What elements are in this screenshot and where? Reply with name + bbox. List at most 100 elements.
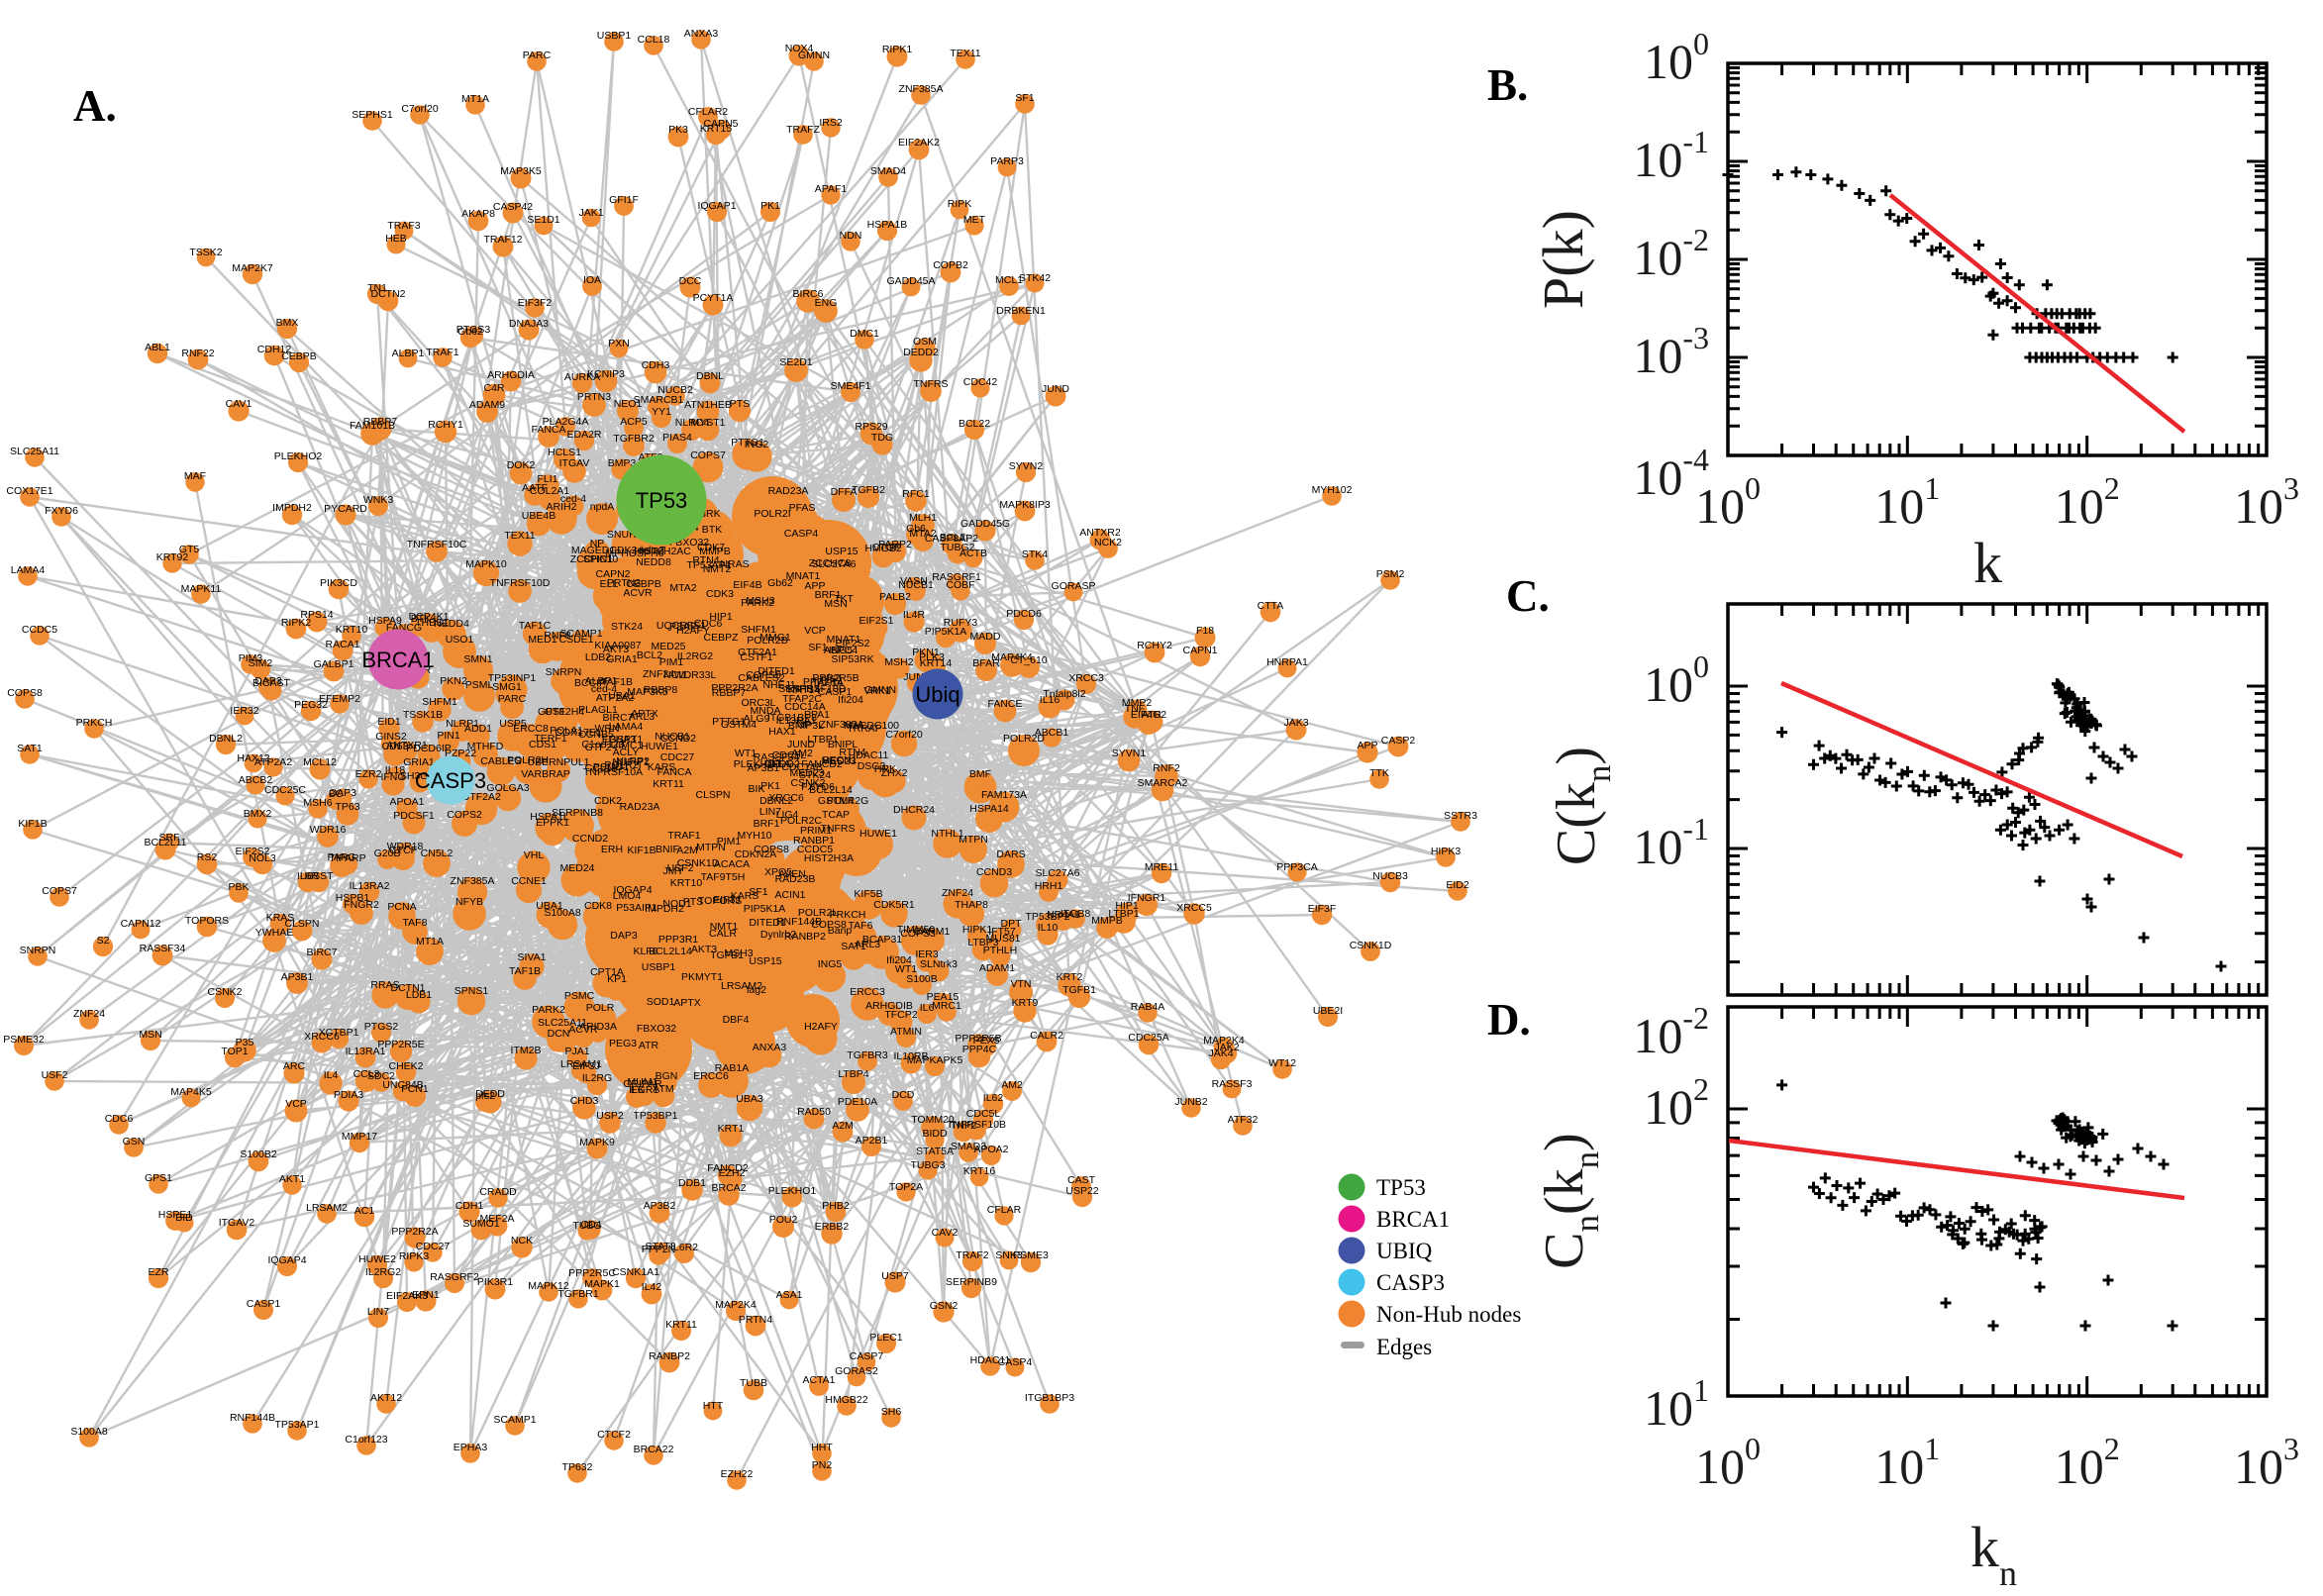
svg-text:PFAS: PFAS	[789, 502, 816, 514]
svg-text:APTX: APTX	[673, 997, 700, 1009]
svg-text:Ifi204: Ifi204	[838, 694, 863, 706]
svg-text:EZR: EZR	[149, 1266, 169, 1278]
svg-text:PIM3: PIM3	[239, 652, 263, 664]
svg-text:CALR2: CALR2	[1030, 1030, 1063, 1042]
svg-text:CDC25A: CDC25A	[1128, 1032, 1168, 1044]
svg-text:AC1: AC1	[354, 1205, 375, 1217]
svg-text:P(k): P(k)	[1531, 210, 1595, 309]
svg-text:Edges: Edges	[1376, 1335, 1432, 1359]
svg-text:ARHGDIA: ARHGDIA	[487, 369, 535, 381]
svg-text:KIF5B: KIF5B	[854, 888, 882, 900]
svg-text:EID2: EID2	[1446, 879, 1469, 891]
svg-text:KRT10: KRT10	[336, 624, 368, 636]
svg-text:PTTG1: PTTG1	[712, 716, 746, 728]
svg-text:TNFRSF10A: TNFRSF10A	[583, 766, 643, 778]
svg-text:SMAD4: SMAD4	[870, 165, 906, 177]
svg-text:PCNA: PCNA	[387, 901, 416, 913]
svg-text:BNIPL: BNIPL	[828, 739, 858, 750]
svg-text:NCI1: NCI1	[663, 669, 687, 681]
svg-text:BID: BID	[175, 1212, 193, 1224]
svg-text:SMAD3: SMAD3	[951, 1141, 986, 1152]
svg-text:ARIH2: ARIH2	[547, 501, 577, 513]
svg-text:IOA: IOA	[583, 274, 601, 286]
svg-text:IL6: IL6	[920, 1002, 935, 1014]
svg-text:MMPB: MMPB	[1091, 915, 1123, 927]
svg-text:NLRP2: NLRP2	[616, 755, 650, 767]
svg-text:CASP3: CASP3	[1376, 1270, 1445, 1295]
svg-text:ZCCHC8: ZCCHC8	[809, 557, 852, 569]
svg-text:P35: P35	[236, 1037, 254, 1048]
svg-text:RCHY2: RCHY2	[1137, 640, 1172, 651]
svg-text:PIAS4: PIAS4	[662, 432, 692, 444]
svg-text:BCL2L14: BCL2L14	[649, 946, 692, 957]
svg-text:PCYT1A: PCYT1A	[693, 292, 734, 304]
svg-text:POLR2H: POLR2H	[507, 754, 549, 766]
svg-text:PSMD1: PSMD1	[593, 761, 629, 773]
svg-text:BTK: BTK	[702, 524, 722, 536]
svg-text:POLR: POLR	[586, 1002, 615, 1014]
svg-text:DEDD2: DEDD2	[764, 758, 800, 770]
svg-text:FBXO32: FBXO32	[637, 1023, 676, 1035]
svg-text:MNAT1: MNAT1	[827, 634, 861, 646]
svg-text:TFAP2C: TFAP2C	[782, 693, 822, 705]
svg-text:RTN4: RTN4	[839, 747, 865, 758]
svg-text:Gb6: Gb6	[906, 523, 926, 535]
svg-text:CCL18: CCL18	[585, 762, 618, 774]
svg-text:CDC6: CDC6	[105, 1113, 134, 1125]
svg-text:ERH: ERH	[601, 844, 623, 855]
svg-text:DOK2: DOK2	[507, 459, 536, 471]
svg-text:CASP1: CASP1	[818, 686, 853, 698]
svg-text:PEA15: PEA15	[927, 991, 960, 1003]
svg-text:SF1: SF1	[808, 642, 827, 653]
svg-text:AATF: AATF	[522, 482, 548, 494]
svg-text:ABCB1: ABCB1	[1035, 727, 1069, 739]
svg-text:KRT15: KRT15	[700, 123, 733, 135]
svg-text:HDAC11: HDAC11	[970, 1354, 1011, 1366]
svg-text:LRSAM2: LRSAM2	[721, 980, 762, 992]
svg-text:LDB1: LDB1	[406, 989, 432, 1001]
svg-text:KIAA0087: KIAA0087	[594, 640, 641, 651]
svg-text:USP5: USP5	[499, 718, 527, 730]
svg-text:PK1: PK1	[760, 200, 780, 212]
svg-text:CABLES2: CABLES2	[738, 672, 784, 684]
svg-text:WNK3: WNK3	[363, 494, 393, 506]
svg-text:ced-4: ced-4	[560, 493, 586, 505]
svg-text:RANBP1: RANBP1	[793, 835, 835, 847]
svg-text:VCP: VCP	[285, 1098, 307, 1110]
svg-text:KRT11: KRT11	[653, 778, 684, 790]
svg-text:BECN1: BECN1	[822, 754, 857, 766]
svg-text:IQGAP1: IQGAP1	[697, 200, 736, 212]
svg-text:ABCB2: ABCB2	[239, 774, 273, 786]
svg-text:ced-4: ced-4	[591, 683, 617, 695]
svg-text:PPP2R5E: PPP2R5E	[377, 1039, 424, 1050]
svg-text:ASA1: ASA1	[776, 1289, 803, 1301]
svg-text:TAF1B: TAF1B	[509, 965, 541, 977]
svg-text:ITGB1BP3: ITGB1BP3	[767, 712, 817, 724]
svg-text:COX17E1: COX17E1	[6, 485, 52, 497]
svg-text:B.: B.	[1487, 60, 1528, 110]
svg-text:USP22: USP22	[1065, 1185, 1098, 1197]
svg-text:CSNK2: CSNK2	[790, 777, 825, 789]
svg-text:EIF2S2: EIF2S2	[235, 846, 269, 857]
svg-text:SF1: SF1	[749, 886, 767, 898]
svg-text:OSM: OSM	[913, 336, 937, 348]
svg-text:PIK3CD: PIK3CD	[320, 577, 357, 589]
svg-text:TSSK2: TSSK2	[189, 247, 222, 258]
svg-text:EIF2S2: EIF2S2	[835, 638, 869, 649]
svg-text:UBE2I: UBE2I	[1313, 1005, 1343, 1017]
svg-text:EZH2: EZH2	[719, 1167, 746, 1179]
svg-text:GINS2: GINS2	[375, 731, 407, 743]
svg-text:TP53AP1: TP53AP1	[275, 1419, 320, 1431]
svg-text:NCK2: NCK2	[1094, 537, 1122, 549]
svg-text:AURKA: AURKA	[564, 371, 600, 383]
svg-text:ALG9: ALG9	[744, 713, 770, 725]
svg-text:HUWE1: HUWE1	[641, 741, 678, 752]
svg-text:PKN2: PKN2	[440, 675, 467, 687]
svg-text:KRT1: KRT1	[718, 1123, 745, 1135]
svg-text:MAPKAPK5: MAPKAPK5	[907, 1054, 963, 1066]
svg-text:DCN: DCN	[548, 1028, 570, 1040]
svg-text:RTN4: RTN4	[692, 554, 719, 566]
svg-text:SEPHS1: SEPHS1	[352, 109, 393, 121]
svg-text:DARS: DARS	[996, 848, 1025, 860]
svg-text:GFI1F: GFI1F	[609, 194, 639, 206]
